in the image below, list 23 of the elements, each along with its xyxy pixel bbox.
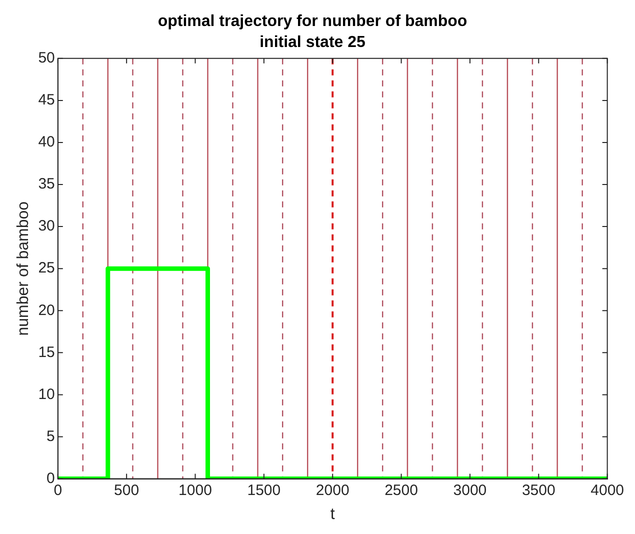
x-axis-title: t xyxy=(330,506,336,523)
y-tick-label: 20 xyxy=(38,302,55,319)
y-tick-label: 25 xyxy=(38,260,55,277)
chart-title: optimal trajectory for number of bamboo xyxy=(158,13,468,30)
x-tick-label: 4000 xyxy=(590,482,624,499)
x-tick-label: 3000 xyxy=(453,482,487,499)
y-tick-label: 35 xyxy=(38,176,55,193)
x-tick-label: 1500 xyxy=(247,482,281,499)
y-tick-label: 15 xyxy=(38,344,55,361)
x-tick-label: 2000 xyxy=(316,482,350,499)
y-tick-label: 30 xyxy=(38,218,55,235)
y-tick-label: 40 xyxy=(38,134,55,151)
y-tick-label: 5 xyxy=(46,428,55,445)
y-tick-label: 50 xyxy=(38,50,55,67)
x-tick-label: 2500 xyxy=(384,482,418,499)
y-axis-title: number of bamboo xyxy=(15,201,32,336)
x-tick-label: 1000 xyxy=(178,482,212,499)
x-tick-label: 3500 xyxy=(522,482,556,499)
y-tick-label: 45 xyxy=(38,92,55,109)
y-tick-label: 10 xyxy=(38,386,55,403)
chart-subtitle: initial state 25 xyxy=(260,34,366,52)
x-tick-label: 500 xyxy=(114,482,140,499)
y-tick-label: 0 xyxy=(46,470,55,487)
